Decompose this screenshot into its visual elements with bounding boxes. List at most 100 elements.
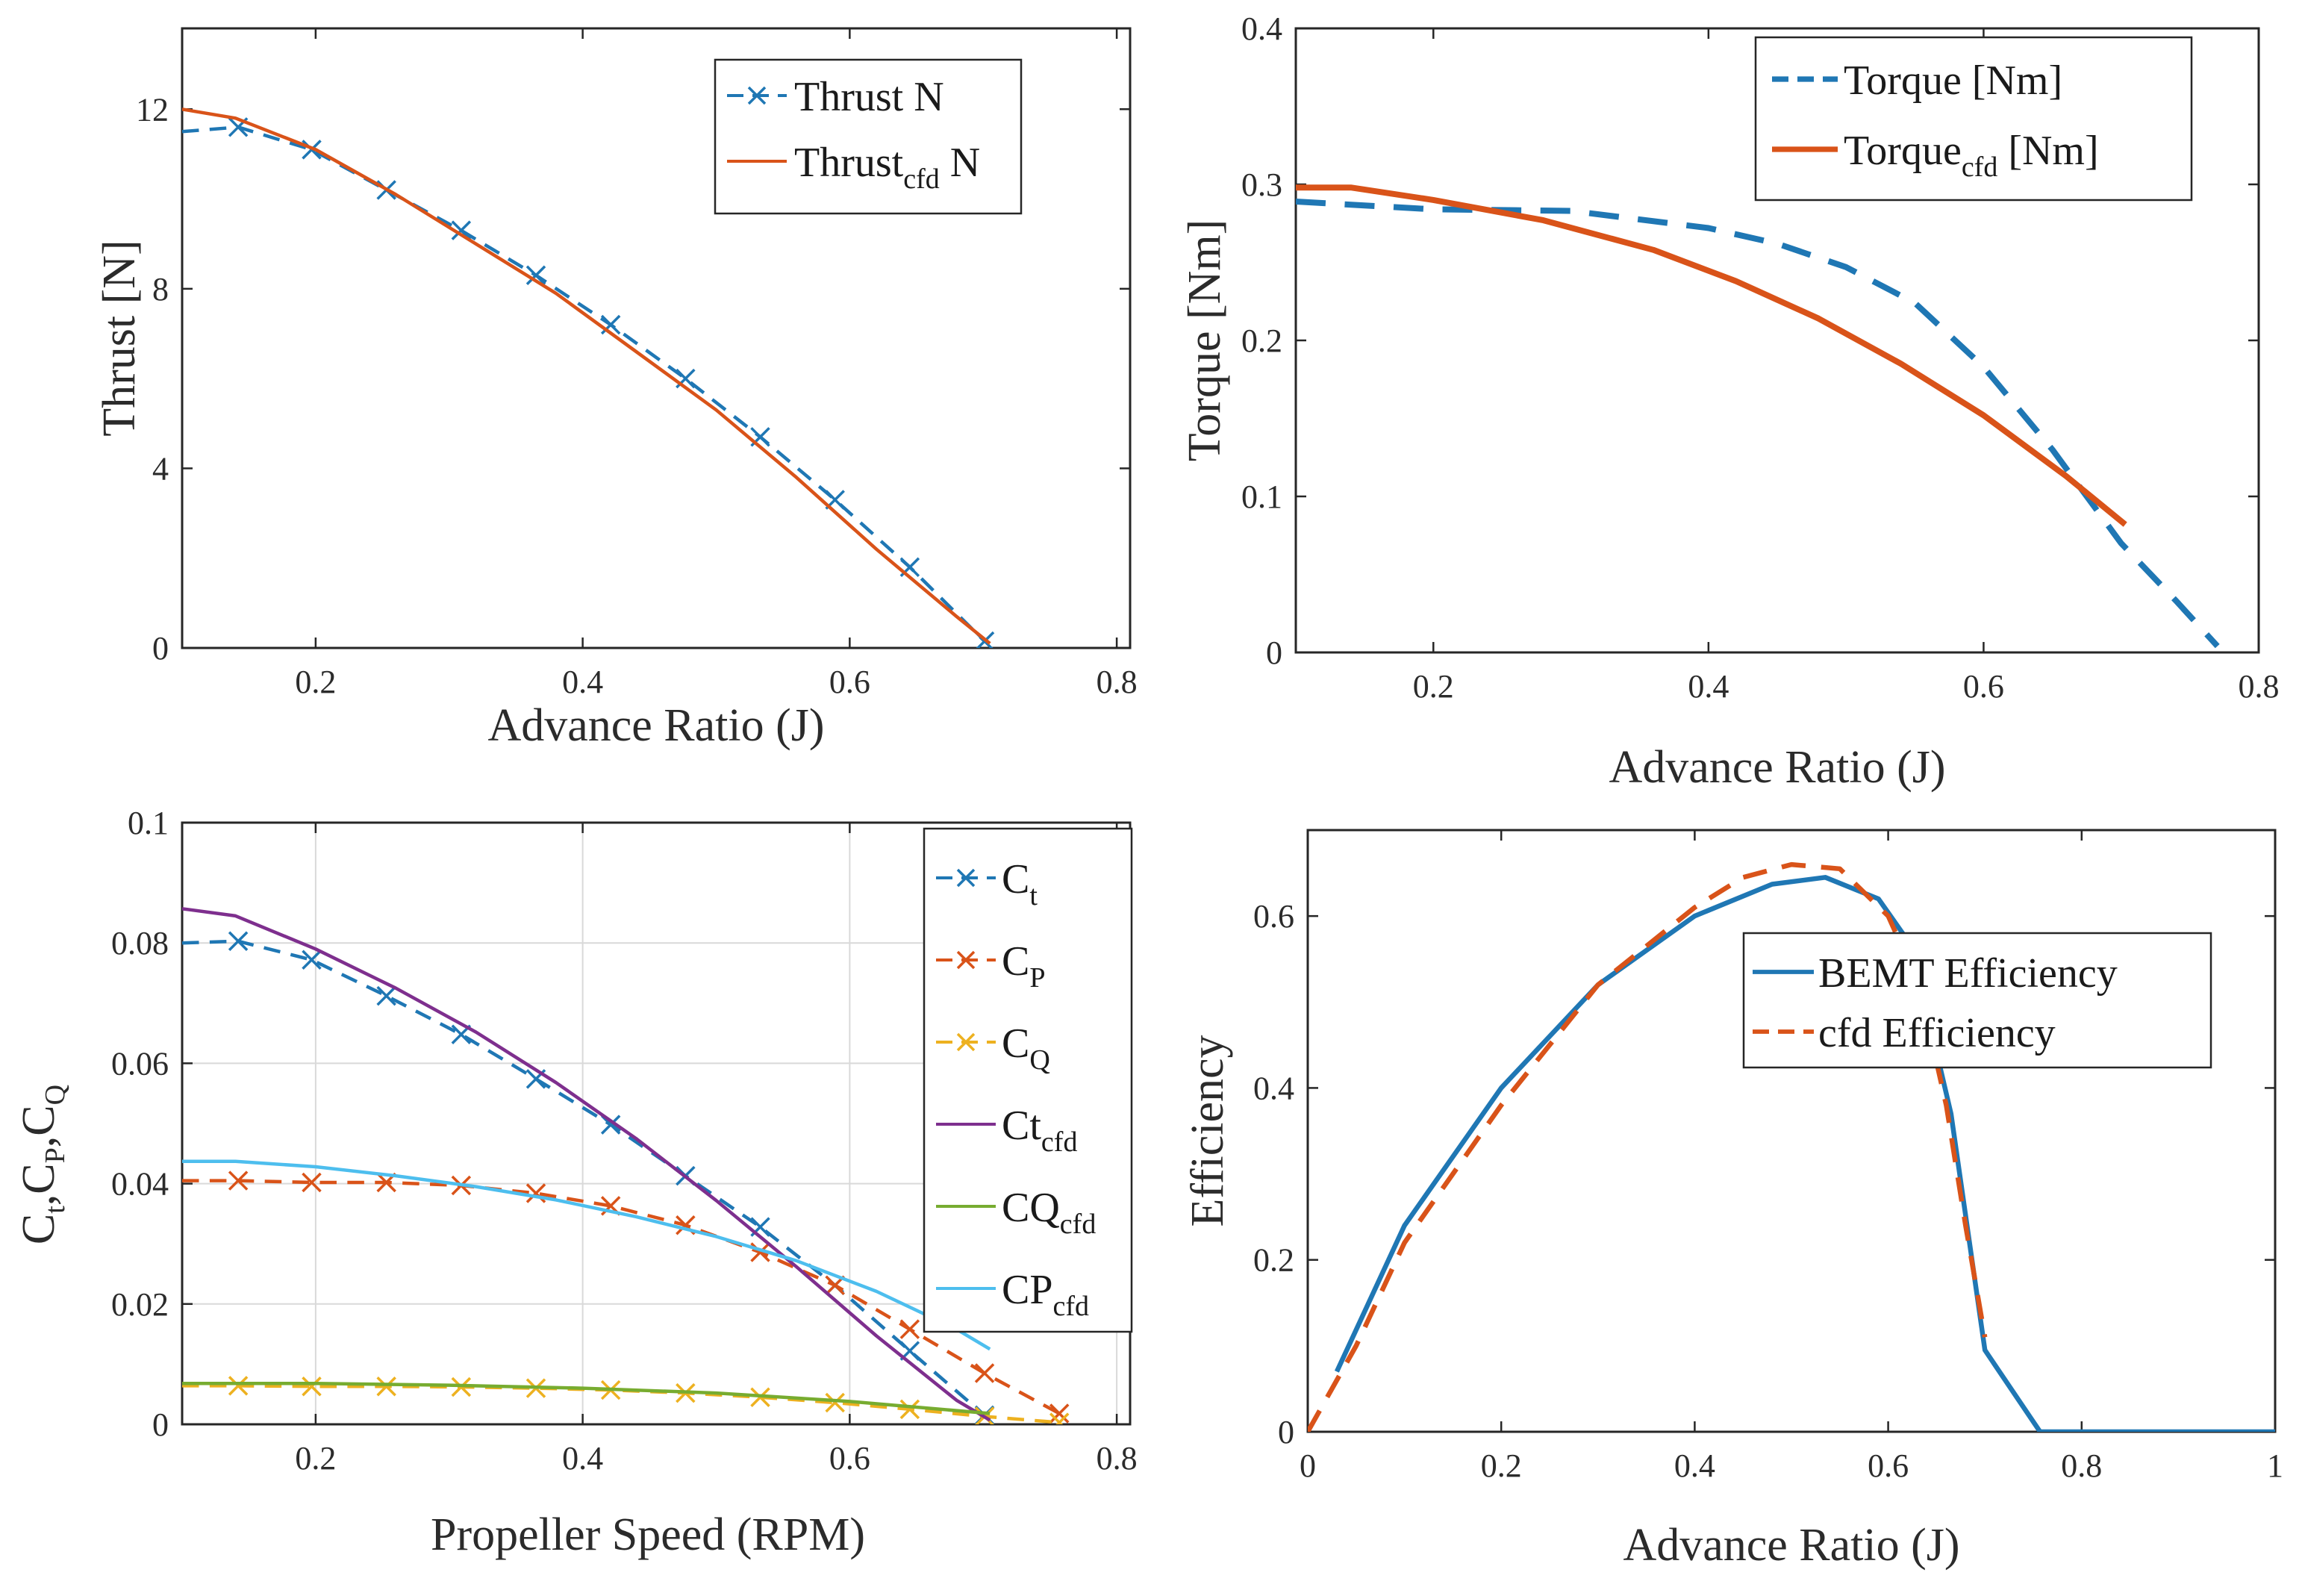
- y-tick-label: 12: [136, 91, 169, 128]
- series-layer: [182, 907, 1070, 1424]
- legend: BEMT Efficiency cfd Efficiency: [1742, 932, 2212, 1069]
- svg-text:Thrustcfd N: Thrustcfd N: [794, 140, 980, 195]
- ylabel-ct-main: C: [13, 1214, 64, 1244]
- series-line-cq: [182, 1384, 1060, 1424]
- y-tick-label: 0: [1278, 1414, 1294, 1450]
- series-line-cp-cfd: [182, 1159, 991, 1351]
- series-line-ct: [182, 939, 986, 1417]
- x-ticks: 0 0.2 0.4 0.6 0.8 1: [1300, 830, 2283, 1484]
- legend-tail-thrust-cfd: N: [940, 140, 980, 186]
- legend-entry-ct-cfd: Ctcfd: [936, 1103, 1077, 1158]
- y-tick-label: 0.1: [128, 805, 169, 841]
- legend-subscript-torque-cfd: cfd: [1962, 152, 1998, 183]
- data-point-cp: [302, 1172, 322, 1193]
- y-tick-label: 0.06: [111, 1045, 169, 1082]
- series-line-torque-nm: [1296, 199, 2220, 649]
- legend-label-thrust-cfd: Thrust: [794, 140, 904, 186]
- legend-entry-torque: Torque [Nm]: [1772, 57, 2062, 104]
- ylabel-comma-2: ,C: [13, 1105, 64, 1147]
- series-line-torque-cfd-nm: [1296, 184, 2127, 527]
- y-tick-label: 0.1: [1241, 479, 1282, 515]
- x-tick-label: 0.2: [1413, 668, 1454, 705]
- x-axis-label: Propeller Speed (RPM): [431, 1509, 865, 1560]
- x-axis-label: Advance Ratio (J): [1609, 742, 1945, 793]
- data-point-thrust-n: [600, 314, 621, 335]
- legend-label-cp: C: [1002, 938, 1029, 985]
- y-tick-label: 0.08: [111, 925, 169, 961]
- chart-coefficients: 0.2 0.4 0.6 0.8 0 0.02 0.04 0.06 0.08 0.1 Propel…: [13, 805, 1138, 1560]
- plot-frame: [181, 27, 1132, 649]
- data-point-cp: [228, 1170, 249, 1191]
- legend-entry-cfd-efficiency: cfd Efficiency: [1753, 1010, 2056, 1056]
- y-axis-label: Efficiency: [1182, 1035, 1233, 1226]
- legend-tail-torque-cfd: [Nm]: [1997, 128, 2098, 174]
- data-point-ct: [302, 950, 322, 970]
- legend-label-cq: C: [1002, 1020, 1029, 1067]
- y-ticks: 0 0.1 0.2 0.3 0.4: [1241, 10, 2259, 671]
- y-tick-label: 0.6: [1253, 898, 1294, 935]
- data-point-cp: [899, 1319, 920, 1339]
- legend-entry-bemt-efficiency: BEMT Efficiency: [1753, 950, 2118, 997]
- svg-text:BEMT Efficiency: BEMT Efficiency: [1818, 950, 2118, 997]
- y-tick-label: 0.04: [111, 1166, 169, 1203]
- y-ticks: 0 0.02 0.04 0.06 0.08 0.1: [111, 805, 1130, 1443]
- legend-entry-thrust-n: Thrust N: [727, 74, 944, 120]
- svg-text:Thrust N: Thrust N: [794, 74, 944, 120]
- plot-frame: [1306, 829, 2277, 1433]
- y-ticks: 0 4 8 12: [136, 91, 1130, 667]
- legend-subscript-thrust-cfd: cfd: [903, 163, 940, 195]
- legend-label-ct: C: [1002, 856, 1029, 903]
- legend-marker-ct: [956, 868, 976, 888]
- x-tick-label: 0.6: [829, 1440, 870, 1477]
- svg-text:CP: CP: [1002, 938, 1046, 994]
- data-point-thrust-n: [525, 265, 546, 286]
- legend-marker-cp: [956, 950, 976, 970]
- data-point-cq: [302, 1376, 322, 1397]
- svg-text:Ctcfd: Ctcfd: [1002, 1103, 1077, 1158]
- data-point-cq: [228, 1376, 249, 1396]
- data-point-thrust-n: [451, 220, 472, 240]
- legend-label-bemt-efficiency: BEMT Efficiency: [1818, 950, 2118, 997]
- svg-text:Torquecfd [Nm]: Torquecfd [Nm]: [1844, 128, 2099, 183]
- x-axis-label: Advance Ratio (J): [1623, 1520, 1959, 1571]
- data-point-cq: [1049, 1412, 1070, 1424]
- series-line-thrust-n: [182, 125, 986, 643]
- y-tick-label: 0.2: [1253, 1242, 1294, 1279]
- data-point-ct: [228, 931, 249, 952]
- x-tick-label: 0.4: [562, 664, 603, 700]
- x-ticks: 0.2 0.4 0.6 0.8: [295, 823, 1138, 1477]
- legend-box: [1742, 932, 2212, 1069]
- legend-subscript-cq: Q: [1029, 1044, 1049, 1076]
- y-axis-label: Ct,CP,CQ: [13, 1085, 71, 1244]
- y-tick-label: 0.2: [1241, 322, 1282, 359]
- y-tick-label: 0.02: [111, 1286, 169, 1323]
- legend-entry-ct: Ct: [936, 856, 1038, 911]
- ylabel-comma-1: ,C: [13, 1163, 64, 1206]
- svg-text:CQcfd: CQcfd: [1002, 1185, 1096, 1240]
- x-tick-label: 0.4: [1674, 1447, 1715, 1484]
- series-line-thrust-cfd-n: [182, 107, 991, 645]
- y-axis-label: Torque [Nm]: [1179, 219, 1230, 462]
- y-tick-label: 0: [1266, 635, 1282, 671]
- legend-box: [923, 827, 1133, 1333]
- legend: Thrust N Thrustcfd N: [714, 58, 1023, 215]
- series-layer: [1296, 184, 2220, 649]
- y-tick-label: 8: [152, 271, 169, 308]
- legend-label-torque: Torque [Nm]: [1844, 57, 2062, 104]
- chart-thrust: 0.2 0.4 0.6 0.8 0 4 8 12 Advance Ratio (J) Thr…: [94, 27, 1138, 751]
- y-tick-label: 0.4: [1241, 10, 1282, 47]
- series-line-cq-cfd: [182, 1381, 991, 1415]
- data-point-cp: [1049, 1403, 1070, 1424]
- data-point-cq: [825, 1392, 845, 1413]
- legend-label-cq-cfd: CQ: [1002, 1185, 1060, 1231]
- data-point-cp: [750, 1242, 770, 1262]
- legend-entry-cq: CQ: [936, 1020, 1050, 1076]
- svg-text:Ct: Ct: [1002, 856, 1038, 911]
- legend-label-torque-cfd: Torque: [1844, 128, 1962, 174]
- x-tick-label: 0.4: [562, 1440, 603, 1477]
- legend-entry-torque-cfd: Torquecfd [Nm]: [1772, 128, 2099, 183]
- legend-subscript-ct: t: [1029, 880, 1038, 911]
- chart-torque: 0.2 0.4 0.6 0.8 0 0.1 0.2 0.3 0.4 Advance Ratio…: [1179, 10, 2280, 793]
- x-tick-label: 0.8: [1097, 664, 1138, 700]
